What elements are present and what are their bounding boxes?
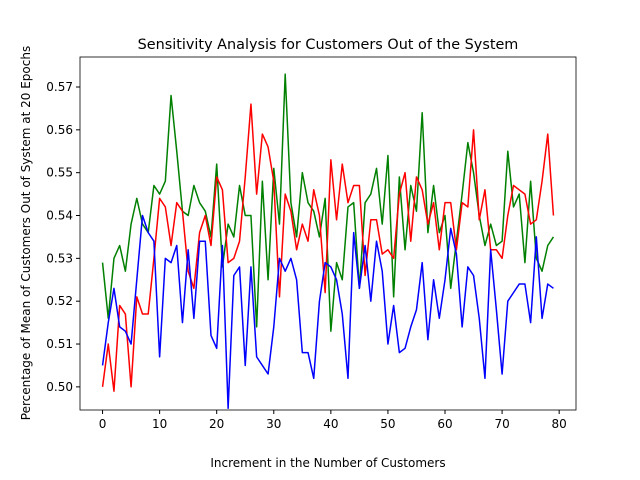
y-tick-label: 0.56 (46, 123, 73, 137)
y-tick-label: 0.53 (46, 251, 73, 265)
x-tick-label: 20 (209, 417, 224, 431)
x-tick-label: 10 (152, 417, 167, 431)
y-axis-label: Percentage of Mean of Customers Out of S… (19, 46, 33, 420)
y-tick-label: 0.57 (46, 80, 73, 94)
y-tick-label: 0.55 (46, 166, 73, 180)
x-tick-label: 70 (494, 417, 509, 431)
series-line (101, 103, 555, 392)
y-tick-label: 0.54 (46, 209, 73, 223)
x-tick-label: 60 (437, 417, 452, 431)
x-tick-label: 50 (380, 417, 395, 431)
x-tick-label: 30 (266, 417, 281, 431)
x-tick-label: 80 (552, 417, 567, 431)
y-tick-label: 0.51 (46, 337, 73, 351)
plot-frame (79, 56, 577, 411)
x-tick-label: 40 (323, 417, 338, 431)
chart-title: Sensitivity Analysis for Customers Out o… (138, 37, 519, 53)
x-tick-label: 0 (99, 417, 107, 431)
x-axis-label: Increment in the Number of Customers (210, 456, 445, 470)
series-line (101, 214, 554, 410)
y-tick-label: 0.50 (46, 380, 73, 394)
y-tick-label: 0.52 (46, 294, 73, 308)
